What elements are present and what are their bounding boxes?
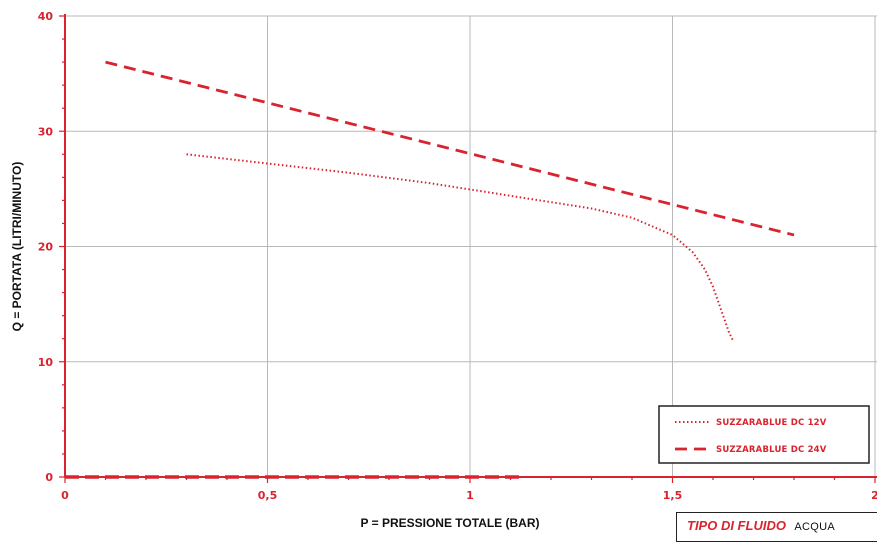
fluid-type-box: TIPO DI FLUIDO ACQUA xyxy=(676,512,877,542)
y-tick-label: 10 xyxy=(38,356,54,369)
y-tick-label: 40 xyxy=(38,10,54,23)
x-tick-label: 2 xyxy=(871,489,877,502)
x-tick-label: 0 xyxy=(61,489,69,502)
series-line-0 xyxy=(186,153,735,342)
fluid-type-value: ACQUA xyxy=(794,521,836,533)
x-axis-label: P = PRESSIONE TOTALE (BAR) xyxy=(360,516,539,530)
legend-label-12v: SUZZARABLUE DC 12V xyxy=(716,418,827,428)
x-tick-label: 0,5 xyxy=(258,489,278,502)
legend-label-24v: SUZZARABLUE DC 24V xyxy=(716,445,827,455)
y-tick-label: 30 xyxy=(38,125,54,138)
series-lines xyxy=(65,60,795,479)
series-line-1 xyxy=(105,60,795,237)
legend-box xyxy=(658,405,870,464)
y-tick-label: 0 xyxy=(45,471,53,484)
grid-lines xyxy=(65,15,877,477)
y-tick-label: 20 xyxy=(38,241,54,254)
x-tick-label: 1 xyxy=(466,489,474,502)
y-axis-label: Q = PORTATA (LITRI/MINUTO) xyxy=(10,162,24,332)
fluid-type-label: TIPO DI FLUIDO xyxy=(687,518,786,533)
x-tick-label: 1,5 xyxy=(663,489,683,502)
legend: SUZZARABLUE DC 12V SUZZARABLUE DC 24V xyxy=(658,405,870,464)
